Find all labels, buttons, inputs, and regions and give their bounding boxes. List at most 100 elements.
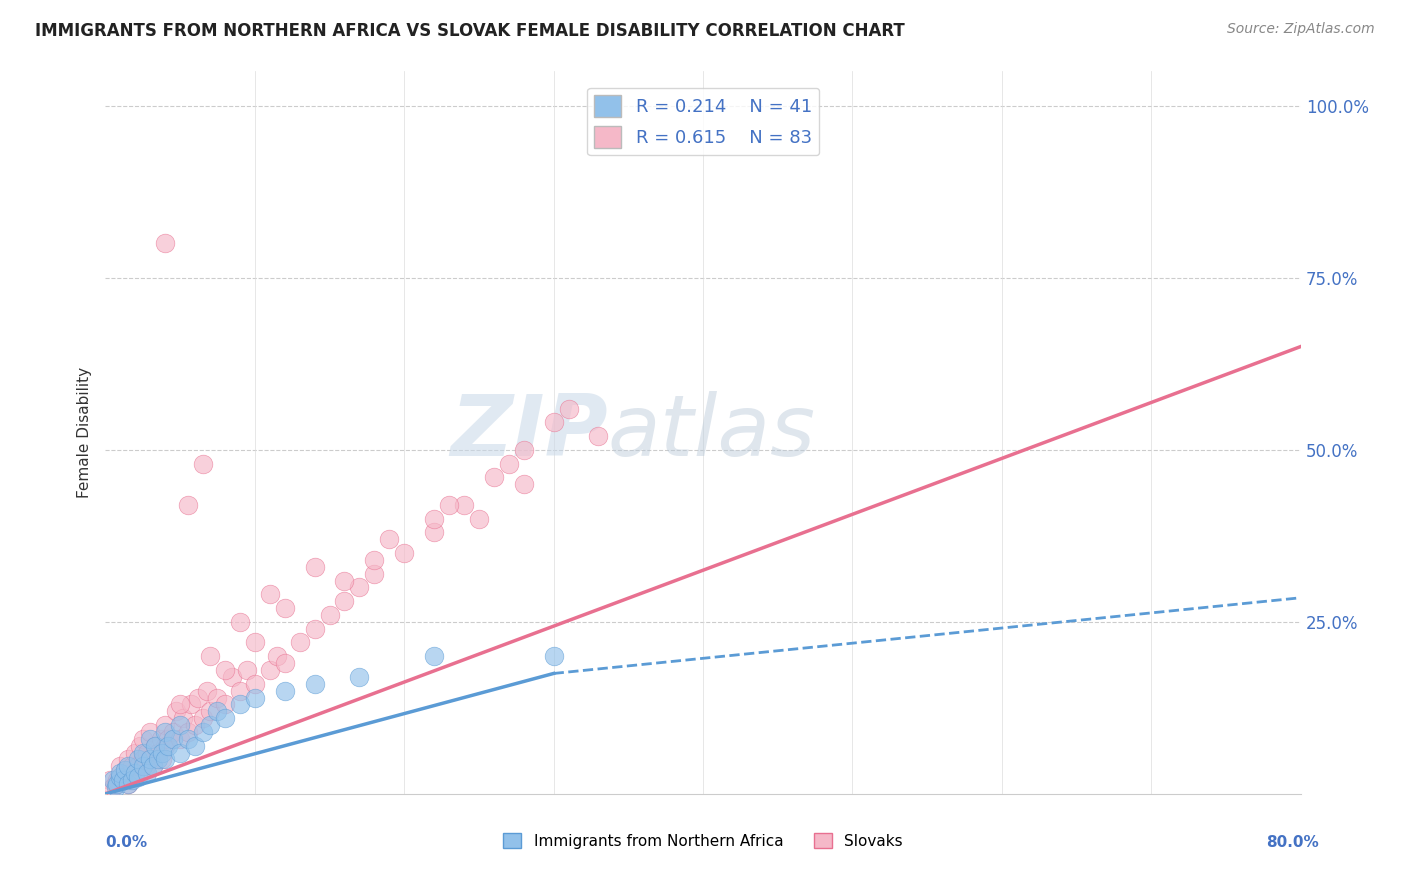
Point <box>143 739 166 753</box>
Point <box>110 759 132 773</box>
Point <box>184 739 207 753</box>
Point <box>124 746 146 760</box>
Point <box>304 622 326 636</box>
Point <box>243 677 266 691</box>
Point <box>101 780 124 794</box>
Point <box>482 470 505 484</box>
Point <box>149 731 172 746</box>
Point <box>117 776 139 790</box>
Point <box>110 770 132 784</box>
Point <box>557 401 579 416</box>
Point <box>513 442 536 457</box>
Text: 80.0%: 80.0% <box>1265 836 1319 850</box>
Text: ZIP: ZIP <box>450 391 607 475</box>
Point <box>423 511 446 525</box>
Point <box>117 759 139 773</box>
Point <box>155 739 177 753</box>
Point <box>229 698 252 712</box>
Point <box>259 587 281 601</box>
Point <box>184 718 207 732</box>
Point <box>259 663 281 677</box>
Point <box>198 649 221 664</box>
Point <box>172 711 194 725</box>
Point <box>273 656 295 670</box>
Point <box>243 635 266 649</box>
Point <box>104 776 127 790</box>
Point <box>349 581 371 595</box>
Text: IMMIGRANTS FROM NORTHERN AFRICA VS SLOVAK FEMALE DISABILITY CORRELATION CHART: IMMIGRANTS FROM NORTHERN AFRICA VS SLOVA… <box>35 22 905 40</box>
Point <box>198 718 221 732</box>
Point <box>176 498 198 512</box>
Point <box>363 553 385 567</box>
Point <box>214 698 236 712</box>
Point <box>146 752 169 766</box>
Point <box>318 607 340 622</box>
Point <box>349 670 371 684</box>
Point <box>98 773 121 788</box>
Point <box>132 752 155 766</box>
Point <box>136 766 159 780</box>
Point <box>266 649 288 664</box>
Point <box>107 773 129 788</box>
Point <box>117 752 139 766</box>
Point <box>110 770 132 784</box>
Point <box>132 746 155 760</box>
Point <box>150 746 173 760</box>
Point <box>127 759 149 773</box>
Point <box>120 766 142 780</box>
Point <box>423 649 446 664</box>
Point <box>513 477 536 491</box>
Point <box>543 649 565 664</box>
Point <box>378 533 401 547</box>
Point <box>114 763 136 777</box>
Point <box>121 759 143 773</box>
Point <box>132 759 155 773</box>
Point <box>121 773 143 788</box>
Point <box>543 415 565 429</box>
Point <box>112 773 135 788</box>
Point <box>333 594 356 608</box>
Point <box>143 739 166 753</box>
Point <box>157 731 180 746</box>
Point <box>229 683 252 698</box>
Point <box>195 683 218 698</box>
Point <box>187 690 209 705</box>
Point <box>104 780 127 794</box>
Point <box>333 574 356 588</box>
Point <box>157 739 180 753</box>
Point <box>162 731 184 746</box>
Point <box>142 759 165 773</box>
Point <box>139 752 162 766</box>
Text: 0.0%: 0.0% <box>105 836 148 850</box>
Point <box>169 746 191 760</box>
Y-axis label: Female Disability: Female Disability <box>77 367 93 499</box>
Point <box>288 635 311 649</box>
Point <box>304 559 326 574</box>
Point <box>437 498 460 512</box>
Point <box>176 725 198 739</box>
Point <box>169 718 191 732</box>
Point <box>191 711 214 725</box>
Point <box>423 525 446 540</box>
Point <box>273 683 295 698</box>
Point <box>221 670 243 684</box>
Point <box>304 677 326 691</box>
Point <box>588 429 610 443</box>
Point <box>107 776 129 790</box>
Point <box>169 731 191 746</box>
Point <box>155 752 177 766</box>
Point <box>214 711 236 725</box>
Point <box>124 770 146 784</box>
Point <box>191 725 214 739</box>
Point <box>139 731 162 746</box>
Point <box>236 663 259 677</box>
Point <box>155 718 177 732</box>
Point <box>363 566 385 581</box>
Point <box>127 752 149 766</box>
Point <box>124 766 146 780</box>
Text: Source: ZipAtlas.com: Source: ZipAtlas.com <box>1227 22 1375 37</box>
Point <box>132 731 155 746</box>
Point <box>243 690 266 705</box>
Point <box>207 704 229 718</box>
Point <box>114 763 136 777</box>
